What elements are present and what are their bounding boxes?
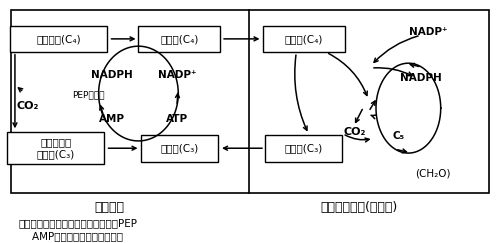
- Text: 维管束鞘细胞(无基粒): 维管束鞘细胞(无基粒): [320, 201, 397, 214]
- Bar: [140, 135, 218, 162]
- Bar: [138, 26, 220, 52]
- Text: AMP: AMP: [99, 114, 125, 124]
- Text: CO₂: CO₂: [344, 127, 366, 138]
- Text: AMP是一磷酸腺苷的英文缩写: AMP是一磷酸腺苷的英文缩写: [19, 231, 123, 241]
- Bar: [11, 10, 489, 193]
- Text: ATP: ATP: [166, 114, 188, 124]
- Text: NADPH: NADPH: [400, 73, 442, 83]
- Text: 苹果酸(C₄): 苹果酸(C₄): [284, 34, 323, 44]
- Text: 草酸乙酸(C₄): 草酸乙酸(C₄): [36, 34, 81, 44]
- Text: 丙酮酸(C₃): 丙酮酸(C₃): [160, 143, 198, 153]
- Text: 苹果酸(C₄): 苹果酸(C₄): [160, 34, 199, 44]
- Bar: [265, 135, 342, 162]
- Text: NADP⁺: NADP⁺: [409, 26, 448, 37]
- Text: (CH₂O): (CH₂O): [415, 169, 451, 179]
- Bar: [7, 132, 105, 164]
- Text: 磷酸烯醇式
丙酮酸(C₃): 磷酸烯醇式 丙酮酸(C₃): [37, 137, 75, 159]
- Bar: [263, 26, 345, 52]
- Text: NADPH: NADPH: [91, 70, 133, 80]
- Text: 丙酮酸(C₃): 丙酮酸(C₃): [285, 143, 323, 153]
- Text: PEP羧化酶: PEP羧化酶: [72, 90, 105, 99]
- Text: 注：磷酸烯醇式丙酮酸的英文缩写为PEP: 注：磷酸烯醇式丙酮酸的英文缩写为PEP: [19, 218, 138, 229]
- Bar: [10, 26, 108, 52]
- Text: 叶肉细胞: 叶肉细胞: [95, 201, 124, 214]
- Text: NADP⁺: NADP⁺: [157, 70, 196, 80]
- Text: C₅: C₅: [392, 131, 404, 141]
- Text: CO₂: CO₂: [16, 101, 38, 111]
